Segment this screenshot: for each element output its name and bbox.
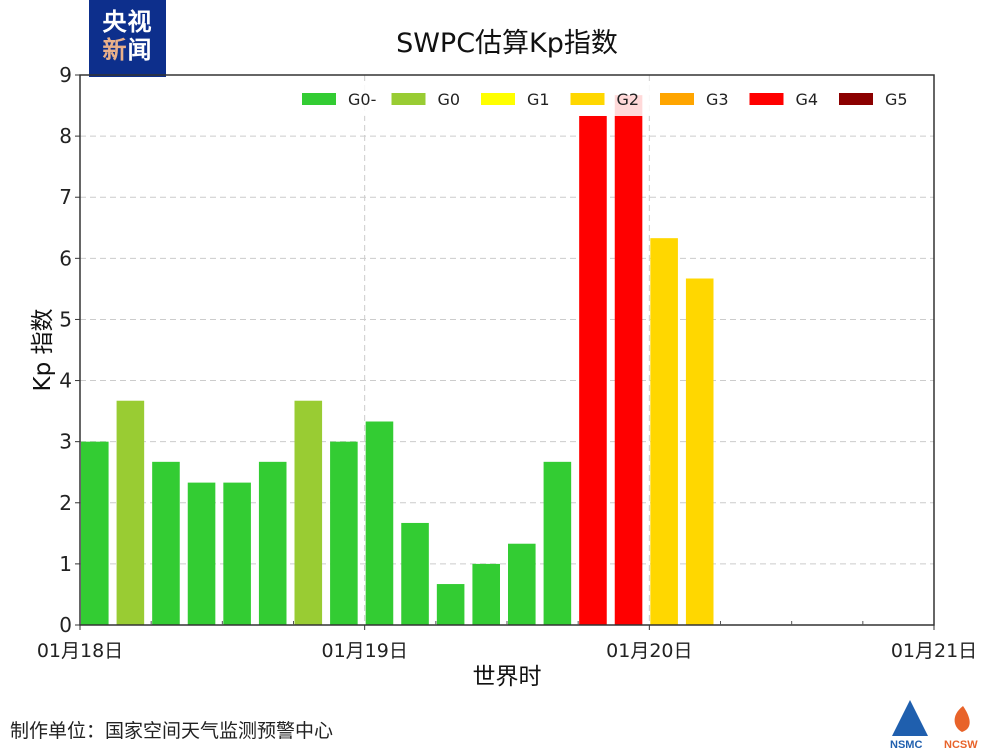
bar <box>330 441 358 625</box>
nsmc-label: NSMC <box>890 739 922 750</box>
y-axis-label: Kp 指数 <box>30 309 56 392</box>
legend-box <box>290 84 930 116</box>
legend-swatch <box>302 93 336 105</box>
y-tick-label: 0 <box>59 613 72 637</box>
x-axis-label: 世界时 <box>473 664 542 690</box>
bar <box>543 461 572 625</box>
cctv-news-logo: 央视 新闻 <box>89 0 166 77</box>
legend-swatch <box>481 93 515 105</box>
bar <box>116 400 145 625</box>
bar <box>187 482 216 625</box>
legend-swatch <box>660 93 694 105</box>
x-tick-label: 01月20日 <box>606 640 692 662</box>
bar <box>223 482 251 625</box>
legend-swatch <box>570 93 605 105</box>
bar <box>81 441 109 625</box>
bar <box>436 584 465 625</box>
bar <box>614 95 643 625</box>
bar <box>401 522 429 625</box>
y-tick-label: 7 <box>59 185 72 209</box>
nsmc-logo-icon <box>892 700 928 736</box>
kp-chart: 0 1 2 3 4 5 6 7 8 9 01月18日 01月19日 01月20日 01月21日 SWPC估算… <box>30 28 977 690</box>
credit-text: 制作单位：国家空间天气监测预警中心 <box>10 720 334 742</box>
y-tick-label: 8 <box>59 124 72 148</box>
y-tick-label: 1 <box>59 552 72 576</box>
bar <box>685 278 714 625</box>
legend-label: G5 <box>885 90 908 109</box>
legend-label: G4 <box>796 90 819 109</box>
x-tick-label: 01月21日 <box>891 640 977 662</box>
bar <box>508 543 536 625</box>
y-tick-label: 4 <box>59 369 72 393</box>
bar <box>365 421 394 625</box>
bar <box>650 238 678 625</box>
ncsw-label: NCSW <box>944 739 978 750</box>
x-tick-label: 01月18日 <box>37 640 123 662</box>
legend-swatch <box>391 93 426 105</box>
y-tick-label: 2 <box>59 491 72 515</box>
y-tick-label: 9 <box>59 63 72 87</box>
bar <box>579 115 607 625</box>
bar <box>294 400 323 625</box>
legend-label: G0 <box>438 90 461 109</box>
footer-logos: NSMC NCSW <box>890 700 978 750</box>
y-tick-label: 5 <box>59 307 72 331</box>
logo-line2: 新闻 <box>102 36 153 64</box>
chart-title: SWPC估算Kp指数 <box>396 28 618 59</box>
legend-swatch <box>839 93 873 105</box>
bar <box>152 461 180 625</box>
legend-label: G2 <box>617 90 640 109</box>
y-tick-label: 3 <box>59 430 72 454</box>
logo-line1: 央视 <box>102 8 153 36</box>
legend-label: G0- <box>348 90 376 109</box>
x-tick-label: 01月19日 <box>321 640 407 662</box>
legend-label: G3 <box>706 90 729 109</box>
legend-label: G1 <box>527 90 550 109</box>
legend-swatch <box>749 93 784 105</box>
y-tick-label: 6 <box>59 246 72 270</box>
bar <box>472 563 500 625</box>
bar <box>258 461 287 625</box>
ncsw-logo-icon <box>954 706 970 732</box>
